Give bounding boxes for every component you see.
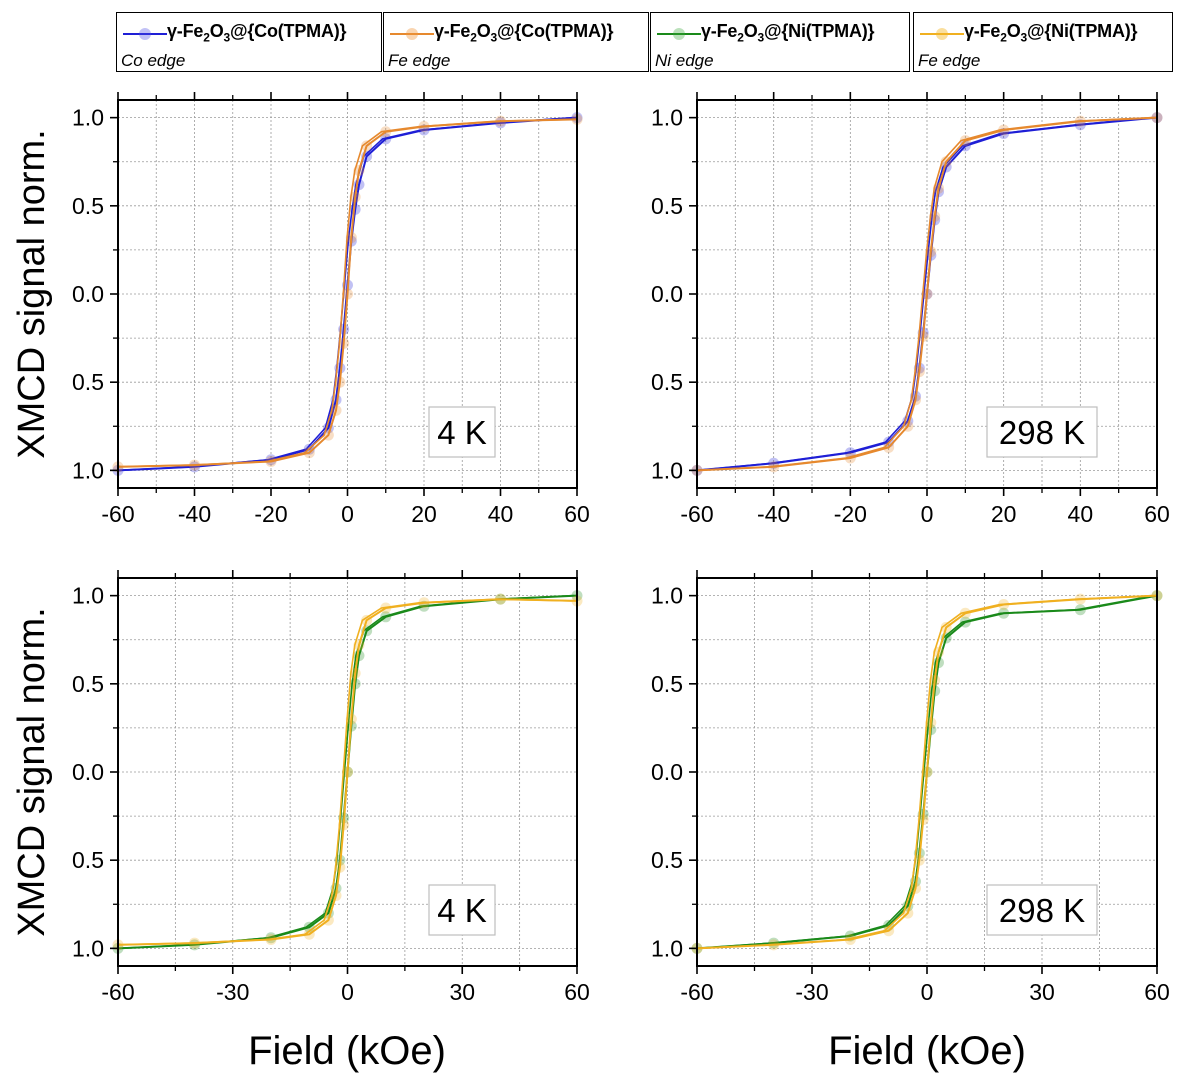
legend-edge-label: Co edge bbox=[121, 51, 186, 70]
y-tick-label: 0.5 bbox=[72, 671, 104, 697]
x-tick-label: 20 bbox=[991, 501, 1017, 527]
x-tick-label: -60 bbox=[101, 501, 134, 527]
temperature-label-box bbox=[986, 406, 1098, 458]
x-tick-label: 0 bbox=[341, 979, 354, 1005]
legend-item-co-edge: γ-Fe2O3@{Co(TPMA)} Co edge bbox=[116, 12, 382, 72]
y-axis-label: XMCD signal norm. bbox=[11, 607, 53, 936]
legend-marker-fe-edge-ni bbox=[936, 28, 948, 40]
x-tick-label: -30 bbox=[216, 979, 249, 1005]
temperature-label: 298 K bbox=[999, 414, 1085, 451]
x-axis-label: Field (kOe) bbox=[828, 1029, 1026, 1073]
x-tick-label: -60 bbox=[680, 501, 713, 527]
y-tick-label: 1.0 bbox=[72, 105, 104, 131]
x-tick-label: 0 bbox=[341, 501, 354, 527]
legend-edge-label: Fe edge bbox=[388, 51, 451, 70]
x-tick-label: 60 bbox=[1144, 501, 1170, 527]
y-tick-label: 1.0 bbox=[72, 457, 104, 483]
y-tick-label: 0.5 bbox=[72, 847, 104, 873]
series-line-down bbox=[117, 598, 573, 946]
legend-marker-ni-edge bbox=[673, 28, 685, 40]
legend-item-fe-edge-ni: γ-Fe2O3@{Ni(TPMA)} Fe edge bbox=[913, 12, 1173, 72]
temperature-label-box bbox=[986, 884, 1098, 936]
legend-edge-label: Ni edge bbox=[655, 51, 714, 70]
series-line-up bbox=[696, 116, 1158, 472]
x-tick-label: 40 bbox=[488, 501, 514, 527]
legend-marker-co-edge bbox=[139, 28, 151, 40]
y-tick-label: 0.0 bbox=[72, 281, 104, 307]
x-tick-label: 60 bbox=[564, 979, 590, 1005]
legend-line-ni-edge bbox=[657, 33, 701, 35]
legend-line-fe-edge-co bbox=[390, 33, 434, 35]
y-tick-label: 1.0 bbox=[651, 105, 683, 131]
y-tick-label: 0.5 bbox=[72, 369, 104, 395]
temperature-label: 4 K bbox=[437, 892, 487, 929]
chart-panel-top-left: -60 -40 -20 0 20 40 60 1.0 0.5 0.0 0.5 1.0 4 K bbox=[72, 92, 590, 527]
x-tick-label: -40 bbox=[178, 501, 211, 527]
x-tick-label: 0 bbox=[921, 501, 934, 527]
temperature-label: 4 K bbox=[437, 414, 487, 451]
x-tick-label: -30 bbox=[795, 979, 828, 1005]
x-tick-label: 30 bbox=[1029, 979, 1055, 1005]
chart-panel-top-right: -60 -40 -20 0 20 40 60 1.0 0.5 0.0 0.5 1.0 298 K bbox=[651, 92, 1170, 527]
x-tick-label: -20 bbox=[254, 501, 287, 527]
temperature-label: 298 K bbox=[999, 892, 1085, 929]
legend-series-name: γ-Fe2O3@{Co(TPMA)} bbox=[167, 21, 347, 45]
series-line-up bbox=[117, 118, 578, 468]
series-line-down bbox=[696, 594, 1155, 950]
legend-series-name: γ-Fe2O3@{Ni(TPMA)} bbox=[701, 21, 875, 45]
temperature-label-box bbox=[428, 406, 496, 458]
legend-marker-fe-edge-co bbox=[406, 28, 418, 40]
legend-line-co-edge bbox=[123, 33, 167, 35]
temperature-label-box bbox=[428, 884, 496, 936]
chart-panel-bottom-left: -60 -30 0 30 60 1.0 0.5 0.0 0.5 1.0 4 K bbox=[72, 570, 590, 1005]
legend-item-fe-edge-co: γ-Fe2O3@{Co(TPMA)} Fe edge bbox=[383, 12, 649, 72]
y-tick-label: 0.5 bbox=[651, 193, 683, 219]
x-tick-label: 20 bbox=[411, 501, 437, 527]
x-axis-label: Field (kOe) bbox=[248, 1029, 446, 1073]
y-tick-label: 0.0 bbox=[72, 759, 104, 785]
legend-edge-label: Fe edge bbox=[918, 51, 981, 70]
y-tick-label: 1.0 bbox=[72, 935, 104, 961]
x-tick-label: -40 bbox=[757, 501, 790, 527]
y-tick-label: 0.5 bbox=[72, 193, 104, 219]
y-tick-label: 0.0 bbox=[651, 281, 683, 307]
y-tick-label: 0.5 bbox=[651, 671, 683, 697]
series-line-down bbox=[696, 116, 1154, 472]
x-tick-label: 0 bbox=[921, 979, 934, 1005]
legend-line-fe-edge-ni bbox=[920, 33, 964, 35]
y-tick-label: 1.0 bbox=[651, 457, 683, 483]
series-line-down bbox=[696, 116, 1153, 472]
x-tick-label: 60 bbox=[564, 501, 590, 527]
x-tick-label: 40 bbox=[1068, 501, 1094, 527]
y-tick-label: 0.0 bbox=[651, 759, 683, 785]
legend-item-ni-edge: γ-Fe2O3@{Ni(TPMA)} Ni edge bbox=[650, 12, 910, 72]
chart-panel-bottom-right: -60 -30 0 30 60 1.0 0.5 0.0 0.5 1.0 298 K bbox=[651, 570, 1170, 1005]
y-axis-label: XMCD signal norm. bbox=[11, 129, 53, 458]
x-tick-label: -20 bbox=[834, 501, 867, 527]
y-tick-label: 1.0 bbox=[651, 583, 683, 609]
series-line-down bbox=[696, 594, 1153, 950]
y-tick-label: 0.5 bbox=[651, 847, 683, 873]
series-line-down bbox=[117, 118, 573, 468]
legend-series-name: γ-Fe2O3@{Ni(TPMA)} bbox=[964, 21, 1138, 45]
y-tick-label: 1.0 bbox=[72, 583, 104, 609]
x-tick-label: -60 bbox=[101, 979, 134, 1005]
x-tick-label: 30 bbox=[449, 979, 475, 1005]
legend-series-name: γ-Fe2O3@{Co(TPMA)} bbox=[434, 21, 614, 45]
x-tick-label: -60 bbox=[680, 979, 713, 1005]
x-tick-label: 60 bbox=[1144, 979, 1170, 1005]
series-line-up bbox=[696, 594, 1158, 950]
y-tick-label: 1.0 bbox=[651, 935, 683, 961]
series-line-down bbox=[117, 594, 574, 950]
y-tick-label: 0.5 bbox=[651, 369, 683, 395]
